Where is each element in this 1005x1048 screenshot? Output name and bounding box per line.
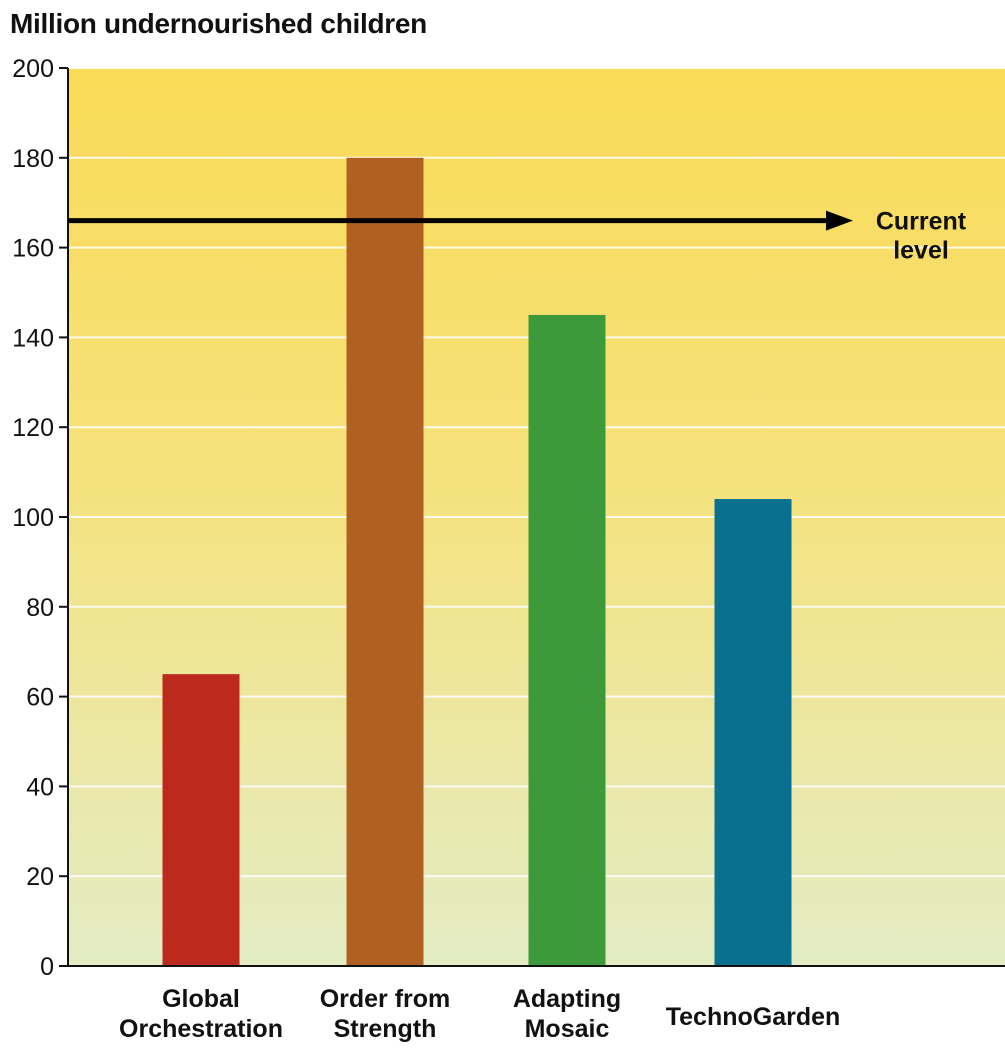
bar xyxy=(528,314,606,966)
y-tick-label: 160 xyxy=(12,235,54,263)
y-tick-label: 180 xyxy=(12,145,54,173)
x-tick-label: Global Orchestration xyxy=(119,985,283,1043)
bars xyxy=(162,157,792,967)
bar xyxy=(346,157,424,967)
labels: Global Orchestration Order from Strength Ada… xyxy=(119,985,840,1043)
y-tick-label: 20 xyxy=(26,863,54,891)
x-tick-label: Adapting Mosaic xyxy=(513,985,621,1043)
bar xyxy=(162,674,240,966)
y-tick-label: 140 xyxy=(12,324,54,352)
x-tick-label: Order from Strength xyxy=(320,985,451,1043)
current-level-arrowhead xyxy=(826,210,853,231)
bar xyxy=(714,499,792,966)
y-tick-label: 100 xyxy=(12,504,54,532)
y-tick-label: 40 xyxy=(26,773,54,801)
y-tick-label: 80 xyxy=(26,594,54,622)
chart-title: Million undernourished children xyxy=(10,8,427,39)
current-level-reference: Current level xyxy=(68,208,967,265)
x-tick-label: TechnoGarden xyxy=(666,1003,841,1031)
y-tick-label: 120 xyxy=(12,414,54,442)
y-tick-label: 60 xyxy=(26,684,54,712)
axes: 0 20 40 60 80 100 120 140 160 180 200 xyxy=(12,55,1005,981)
y-tick-label: 0 xyxy=(40,953,54,981)
y-tick-label: 200 xyxy=(12,55,54,83)
current-level-label: Current level xyxy=(876,208,967,265)
